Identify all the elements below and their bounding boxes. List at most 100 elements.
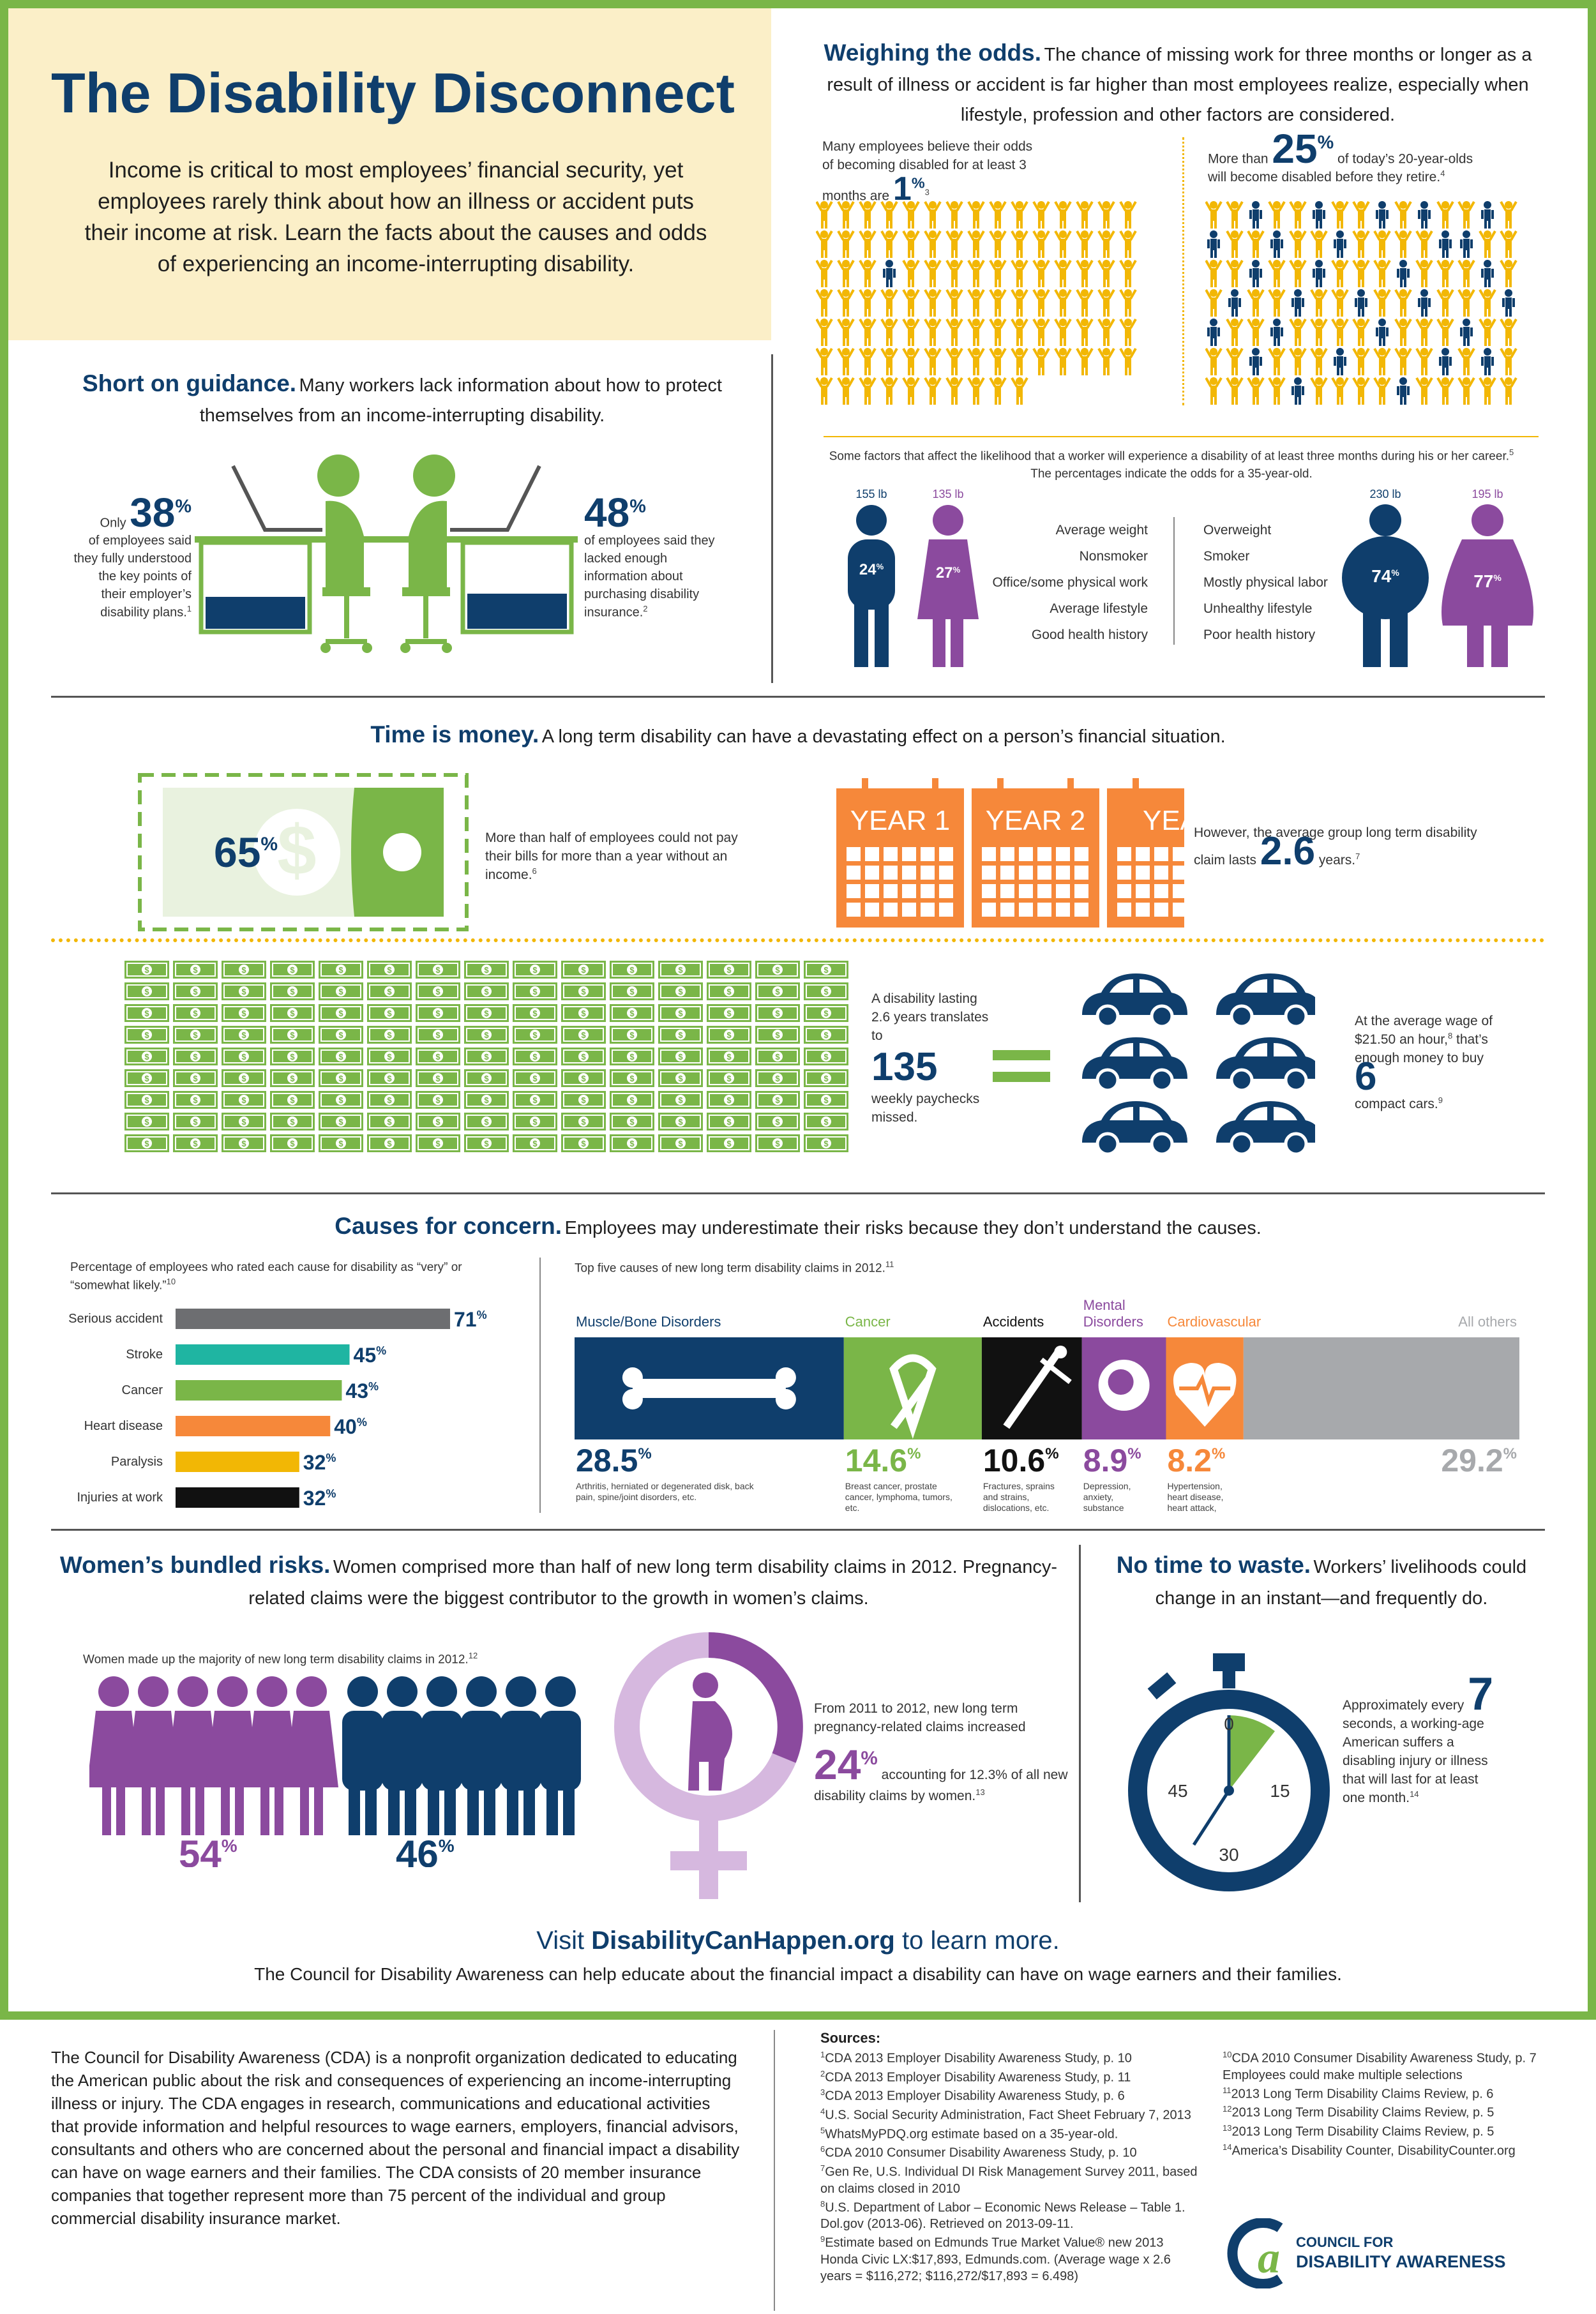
- pregnancy-num: 24%: [814, 1741, 878, 1788]
- causes-header: Causes for concern. Employees may undere…: [51, 1213, 1545, 1240]
- svg-text:$: $: [241, 1030, 246, 1040]
- person-cheering: [1415, 377, 1433, 405]
- paycheck-icon: $: [513, 1004, 557, 1022]
- svg-text:$: $: [629, 1052, 635, 1062]
- women-header: Women’s bundled risks. Women comprised m…: [51, 1551, 1066, 1616]
- source-item: 4U.S. Social Security Administration, Fa…: [820, 2106, 1191, 2122]
- paycheck-icon: $: [319, 1134, 363, 1152]
- paycheck-icon: $: [804, 1026, 848, 1044]
- person-cheering: [1352, 377, 1370, 405]
- dial-0: 0: [1224, 1714, 1234, 1734]
- person-cheering: [816, 260, 833, 287]
- cta-line2: The Council for Disability Awareness can…: [254, 1964, 1342, 1984]
- svg-text:$: $: [193, 1117, 198, 1127]
- equals-sign: [993, 1050, 1050, 1082]
- car-num: 6: [1355, 1055, 1377, 1099]
- person-cheering: [1331, 377, 1349, 405]
- paycheck-icon: $: [124, 1113, 169, 1131]
- person-cheering: [1415, 260, 1433, 287]
- man-figure: [421, 1676, 462, 1835]
- paycheck-icon: $: [610, 1091, 654, 1109]
- paycheck-icon: $: [270, 982, 315, 1000]
- guidance-header: Short on guidance. Many workers lack inf…: [70, 370, 734, 432]
- segment-label: All others: [1458, 1314, 1517, 1330]
- cda-logo-text: COUNCIL FOR DISABILITY AWARENESS: [1296, 2234, 1506, 2271]
- svg-text:$: $: [532, 1030, 538, 1040]
- person-cheering: [880, 377, 898, 405]
- person-cheering: [989, 348, 1007, 375]
- money-header: Time is money. A long term disability ca…: [51, 721, 1545, 748]
- person-cheering: [945, 260, 963, 287]
- paycheck-icon: $: [464, 1048, 509, 1065]
- svg-text:$: $: [290, 1009, 295, 1018]
- paycheck-icon: $: [755, 1069, 800, 1087]
- person-cheering: [1097, 319, 1115, 346]
- about-text: The Council for Disability Awareness (CD…: [51, 2048, 740, 2228]
- man-figure: [501, 1676, 541, 1835]
- person-standing: [1418, 201, 1431, 229]
- pregnancy-venus-symbol: [614, 1632, 803, 1899]
- paycheck-icon: $: [124, 1026, 169, 1044]
- person-cheering: [837, 289, 855, 317]
- paycheck-icon: $: [658, 982, 703, 1000]
- stopwatch: 0 15 30 45: [1128, 1653, 1330, 1891]
- bar-value: 43%: [345, 1379, 379, 1402]
- person-cheering: [880, 319, 898, 346]
- paycheck-icon: $: [173, 961, 218, 979]
- segment-description: Fractures, sprains and strains, dislocatio…: [983, 1481, 1055, 1513]
- person-cheering: [924, 201, 942, 229]
- svg-text:$: $: [338, 1095, 343, 1105]
- svg-text:$: $: [290, 965, 295, 975]
- paycheck-icon: $: [755, 982, 800, 1000]
- svg-text:$: $: [726, 1030, 732, 1040]
- person-standing: [1313, 201, 1325, 229]
- person-cheering: [1331, 260, 1349, 287]
- person-cheering: [989, 377, 1007, 405]
- person-standing: [1502, 289, 1515, 317]
- svg-text:$: $: [581, 1095, 586, 1105]
- svg-text:$: $: [532, 987, 538, 996]
- segment-value: 29.2%: [1441, 1443, 1517, 1478]
- factor-item: Average lifestyle: [1050, 601, 1148, 616]
- paycheck-icon: $: [610, 1113, 654, 1131]
- man-high-pct: 74%: [1371, 566, 1399, 586]
- person-standing: [1270, 319, 1283, 346]
- person-cheering: [1394, 289, 1412, 317]
- factor-item: Poor health history: [1203, 627, 1316, 642]
- odds-sub: The chance of missing work for three mon…: [827, 45, 1532, 125]
- svg-text:$: $: [144, 1009, 149, 1018]
- svg-text:$: $: [532, 1074, 538, 1083]
- bar: [176, 1344, 350, 1365]
- odds-right-text: More than 25% of today’s 20-year-olds wi…: [1208, 126, 1473, 185]
- paycheck-icon: $: [561, 961, 606, 979]
- site-link[interactable]: DisabilityCanHappen.org: [591, 1927, 895, 1955]
- bar-label: Heart disease: [84, 1419, 163, 1433]
- person-cheering: [1247, 230, 1265, 258]
- person-cheering: [1394, 230, 1412, 258]
- svg-text:$: $: [484, 965, 489, 975]
- person-cheering: [1352, 348, 1370, 375]
- sources-right: 10CDA 2010 Consumer Disability Awareness…: [1223, 2049, 1555, 2160]
- svg-text:$: $: [290, 1095, 295, 1105]
- odds-hr: [824, 436, 1539, 437]
- paycheck-icon: $: [755, 1004, 800, 1022]
- paycheck-icon: $: [367, 1069, 412, 1087]
- calendar-label: YEA: [1143, 805, 1184, 836]
- segment-label: Muscle/Bone Disorders: [576, 1314, 721, 1330]
- svg-text:$: $: [241, 1052, 246, 1062]
- paycheck-icon: $: [367, 1113, 412, 1131]
- svg-text:$: $: [193, 965, 198, 975]
- heart-monitor-icon: [1173, 1363, 1237, 1427]
- paycheck-icon: $: [124, 1048, 169, 1065]
- women-heading: Women’s bundled risks.: [59, 1552, 331, 1578]
- svg-text:$: $: [581, 1117, 586, 1127]
- segment-value: 28.5%: [576, 1443, 652, 1478]
- man-low-figure: 155 lb 24%: [848, 488, 895, 667]
- svg-text:$: $: [726, 1052, 732, 1062]
- woman-high-weight: 195 lb: [1472, 488, 1503, 500]
- calendar-year-2: YEAR 2: [972, 778, 1099, 928]
- svg-text:$: $: [484, 987, 489, 996]
- person-cheering: [1352, 319, 1370, 346]
- source-item: 3CDA 2013 Employer Disability Awareness …: [820, 2087, 1125, 2103]
- svg-text:$: $: [581, 1009, 586, 1018]
